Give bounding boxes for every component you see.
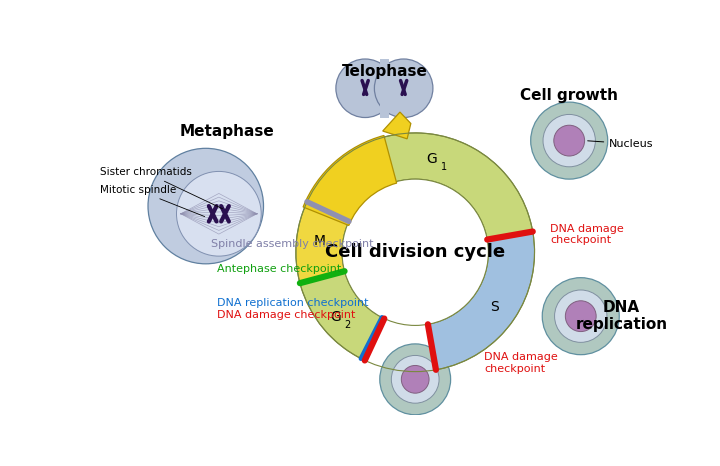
- Circle shape: [401, 365, 429, 393]
- Circle shape: [554, 125, 585, 156]
- Text: G: G: [426, 152, 437, 166]
- Text: DNA
replication: DNA replication: [575, 300, 667, 332]
- Circle shape: [565, 301, 596, 332]
- Text: DNA damage checkpoint: DNA damage checkpoint: [217, 310, 355, 320]
- Text: 2: 2: [344, 320, 351, 330]
- Wedge shape: [307, 133, 533, 240]
- Circle shape: [392, 356, 439, 403]
- Circle shape: [342, 179, 488, 325]
- Text: Telophase: Telophase: [341, 64, 428, 79]
- Text: S: S: [490, 301, 498, 315]
- Text: Spindle assembly checkpoint: Spindle assembly checkpoint: [211, 239, 374, 249]
- Text: M: M: [314, 233, 325, 247]
- Wedge shape: [300, 271, 384, 360]
- Circle shape: [543, 115, 595, 167]
- Circle shape: [374, 59, 433, 117]
- Circle shape: [176, 171, 261, 256]
- Text: DNA damage
checkpoint: DNA damage checkpoint: [485, 352, 558, 374]
- Circle shape: [542, 278, 619, 355]
- Text: G: G: [330, 310, 341, 324]
- Polygon shape: [379, 59, 389, 117]
- Text: Cell growth: Cell growth: [521, 89, 618, 103]
- Text: Mitotic spindle: Mitotic spindle: [99, 185, 204, 217]
- Wedge shape: [296, 202, 349, 283]
- Text: Cell division cycle: Cell division cycle: [325, 243, 505, 261]
- Text: 1: 1: [441, 162, 447, 172]
- Wedge shape: [303, 136, 397, 226]
- Circle shape: [336, 59, 395, 117]
- Circle shape: [554, 290, 607, 343]
- Text: DNA damage
checkpoint: DNA damage checkpoint: [550, 224, 624, 246]
- Circle shape: [379, 344, 451, 415]
- Text: Metaphase: Metaphase: [179, 124, 274, 139]
- Text: Sister chromatids: Sister chromatids: [99, 167, 222, 209]
- Text: Nucleus: Nucleus: [588, 139, 654, 149]
- Text: DNA replication checkpoint: DNA replication checkpoint: [217, 298, 368, 308]
- Wedge shape: [428, 232, 534, 370]
- Polygon shape: [383, 112, 411, 139]
- Circle shape: [531, 102, 608, 179]
- Text: Antephase checkpoint: Antephase checkpoint: [217, 264, 341, 274]
- Circle shape: [148, 148, 264, 264]
